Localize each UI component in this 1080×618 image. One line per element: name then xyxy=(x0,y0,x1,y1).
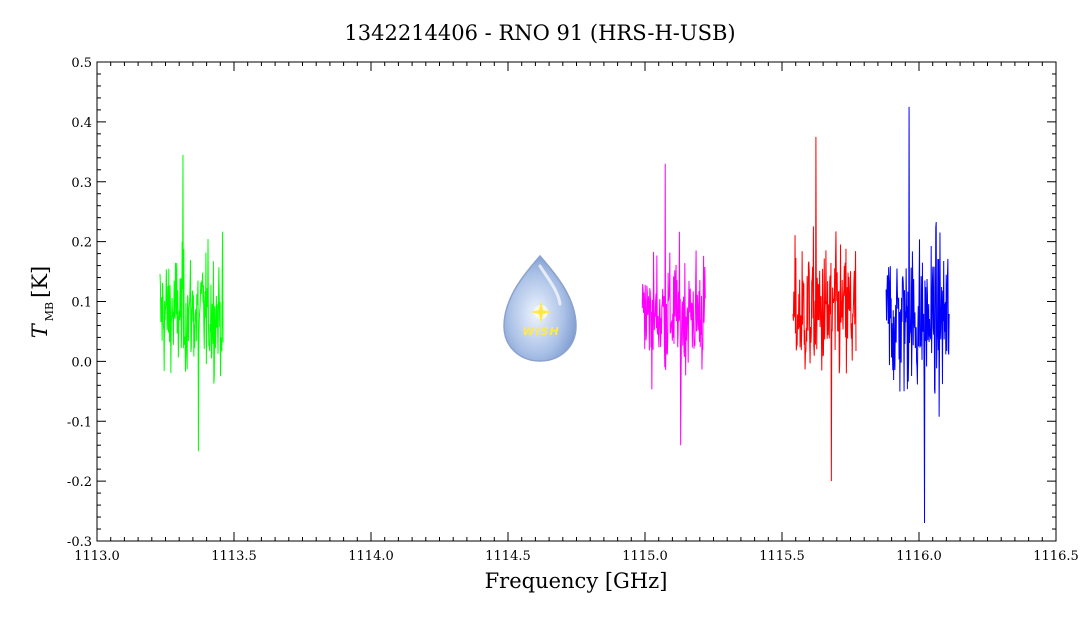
ticks-layer xyxy=(96,61,1057,542)
y-tick-label: 0.5 xyxy=(71,56,92,71)
svg-text:TMB[K]: TMB [K] xyxy=(28,266,56,338)
spectrum-series-2 xyxy=(792,136,857,482)
y-tick-label: 0.2 xyxy=(71,236,92,251)
x-tick-label: 1115.5 xyxy=(759,549,805,564)
x-tick-label: 1113.5 xyxy=(211,549,257,564)
y-axis-label-main: T xyxy=(28,322,52,338)
x-tick-label: 1113.0 xyxy=(74,549,120,564)
y-tick-label: 0.1 xyxy=(71,296,92,311)
y-tick-label: 0.3 xyxy=(71,176,92,191)
y-axis-label: TMB [K] xyxy=(28,266,56,338)
star-icon xyxy=(530,301,552,323)
wish-logo: WISH xyxy=(503,254,577,362)
spectrum-series-0 xyxy=(159,154,224,452)
x-tick-label: 1116.0 xyxy=(896,549,942,564)
series-layer xyxy=(159,106,950,524)
x-tick-label: 1115.0 xyxy=(622,549,668,564)
spectrum-series-1 xyxy=(641,163,706,446)
y-tick-labels: -0.3 -0.2 -0.1 0.0 0.1 0.2 0.3 0.4 0.5 xyxy=(67,56,92,550)
y-tick-label: -0.3 xyxy=(67,535,92,550)
y-axis-label-sub: MB xyxy=(43,302,56,321)
x-tick-labels: 1113.0 1113.5 1114.0 1114.5 1115.0 1115.5 1116… xyxy=(74,549,1079,564)
x-tick-label: 1114.5 xyxy=(485,549,531,564)
x-axis-label: Frequency [GHz] xyxy=(485,569,668,593)
y-tick-label: 0.4 xyxy=(71,116,92,131)
spectrum-series-3 xyxy=(885,106,950,524)
y-tick-label: -0.2 xyxy=(67,475,92,490)
y-axis-label-unit: [K] xyxy=(28,266,52,298)
logo-text: WISH xyxy=(522,325,559,338)
y-tick-label: -0.1 xyxy=(67,415,92,430)
x-tick-label: 1116.5 xyxy=(1033,549,1079,564)
y-tick-label: 0.0 xyxy=(71,355,92,370)
chart-title: 1342214406 - RNO 91 (HRS-H-USB) xyxy=(344,21,735,45)
x-tick-label: 1114.0 xyxy=(348,549,394,564)
